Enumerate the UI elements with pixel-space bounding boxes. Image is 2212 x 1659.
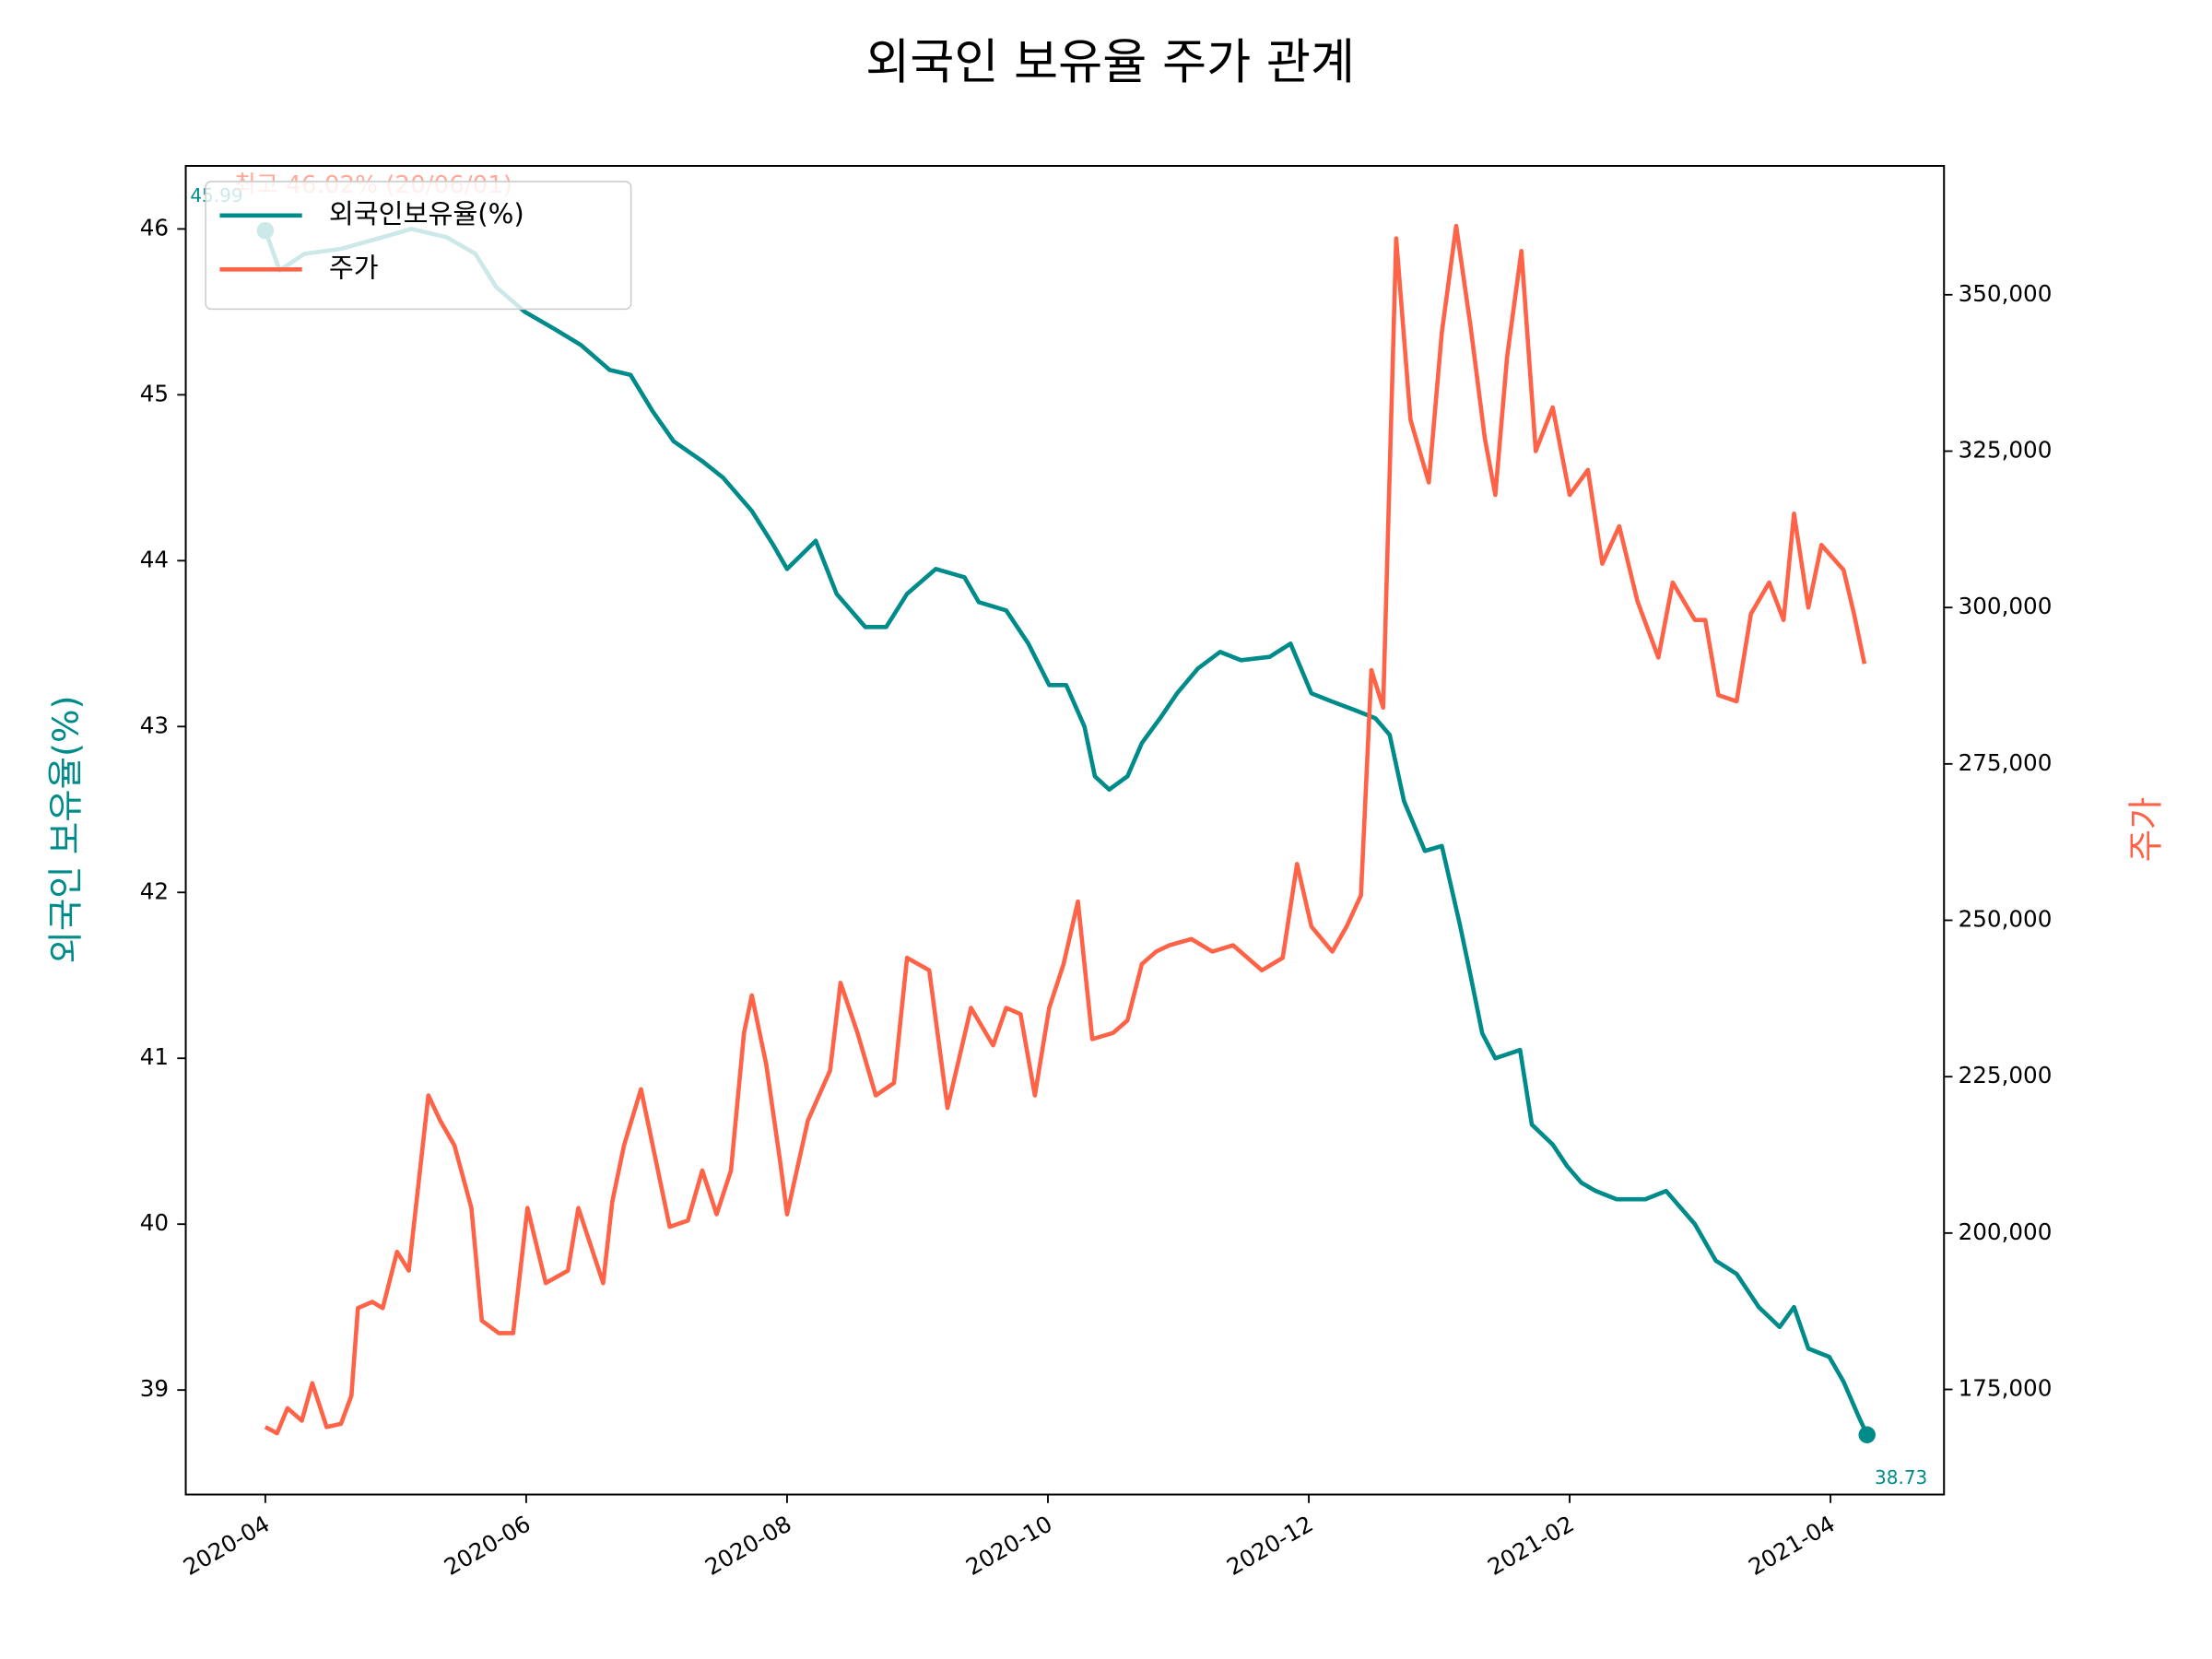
series-line [264,223,1867,1436]
y2-tick-label: 250,000 [1959,906,2053,933]
y-tick-label: 46 [140,214,169,241]
y-tick-label: 44 [140,546,169,572]
y2-tick-label: 175,000 [1959,1375,2053,1402]
point-marker [1858,1426,1876,1443]
legend-label: 주가 [329,252,379,283]
plot-frame [184,165,1946,1496]
legend-label: 외국인보유율(%) [329,198,524,229]
y2-tick-label: 350,000 [1959,280,2053,307]
y-tick-label: 45 [140,380,169,406]
y-tick-label: 39 [140,1375,169,1402]
y2-tick-label: 325,000 [1959,436,2053,463]
y2-tick-label: 225,000 [1959,1062,2053,1088]
y-tick-label: 40 [140,1209,169,1236]
y-tick-label: 42 [140,877,169,904]
chart-title: 외국인 보유율 주가 관계 [865,34,1355,90]
value-label: 38.73 [1875,1466,1927,1488]
y2-tick-label: 300,000 [1959,593,2053,619]
y-axis-label: 외국인 보유율(%) [45,695,87,963]
y2-tick-label: 200,000 [1959,1218,2053,1245]
legend-box [205,181,632,311]
y2-tick-label: 275,000 [1959,749,2053,776]
y-tick-label: 41 [140,1043,169,1070]
series-line [263,227,1869,1436]
y2-axis-label: 주가 [2125,797,2167,863]
y-tick-label: 43 [140,712,169,738]
